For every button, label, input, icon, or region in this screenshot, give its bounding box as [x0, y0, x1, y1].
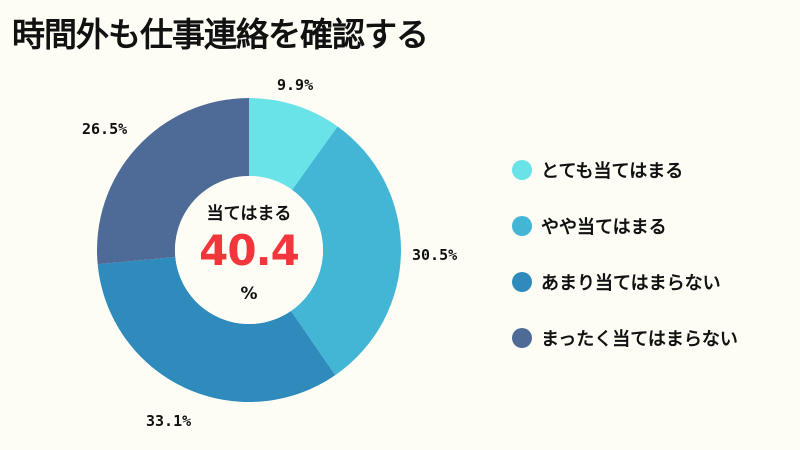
- legend-item-not-much: あまり当てはまらない: [512, 270, 738, 294]
- center-value: 40.4: [199, 225, 300, 275]
- donut-center: 当てはまる 40.4 %: [175, 176, 323, 324]
- legend-dot-icon: [512, 160, 532, 180]
- legend-label: まったく当てはまらない: [541, 329, 738, 350]
- legend-dot-icon: [512, 328, 532, 348]
- donut-slice-0: [249, 98, 338, 190]
- chart-title: 時間外も仕事連絡を確認する: [12, 15, 429, 54]
- legend: とても当てはまる やや当てはまる あまり当てはまらない まったく当てはまらない: [512, 158, 738, 382]
- value-label-not-much: 33.1%: [146, 412, 192, 430]
- donut-slice-3: [97, 98, 249, 265]
- value-label-somewhat: 30.5%: [412, 246, 458, 264]
- donut-slice-1: [290, 126, 401, 376]
- legend-item-somewhat: やや当てはまる: [512, 214, 738, 238]
- legend-label: あまり当てはまらない: [541, 273, 721, 294]
- donut-slice-2: [97, 256, 336, 402]
- center-label: 当てはまる: [206, 203, 292, 224]
- legend-item-not-at-all: まったく当てはまらない: [512, 326, 738, 350]
- center-unit: %: [240, 283, 258, 304]
- value-label-not-at-all: 26.5%: [82, 120, 128, 138]
- legend-item-very: とても当てはまる: [512, 158, 738, 182]
- legend-dot-icon: [512, 272, 532, 292]
- legend-label: とても当てはまる: [541, 161, 684, 182]
- legend-label: やや当てはまる: [541, 217, 667, 238]
- value-label-very: 9.9%: [277, 76, 314, 94]
- legend-dot-icon: [512, 216, 532, 236]
